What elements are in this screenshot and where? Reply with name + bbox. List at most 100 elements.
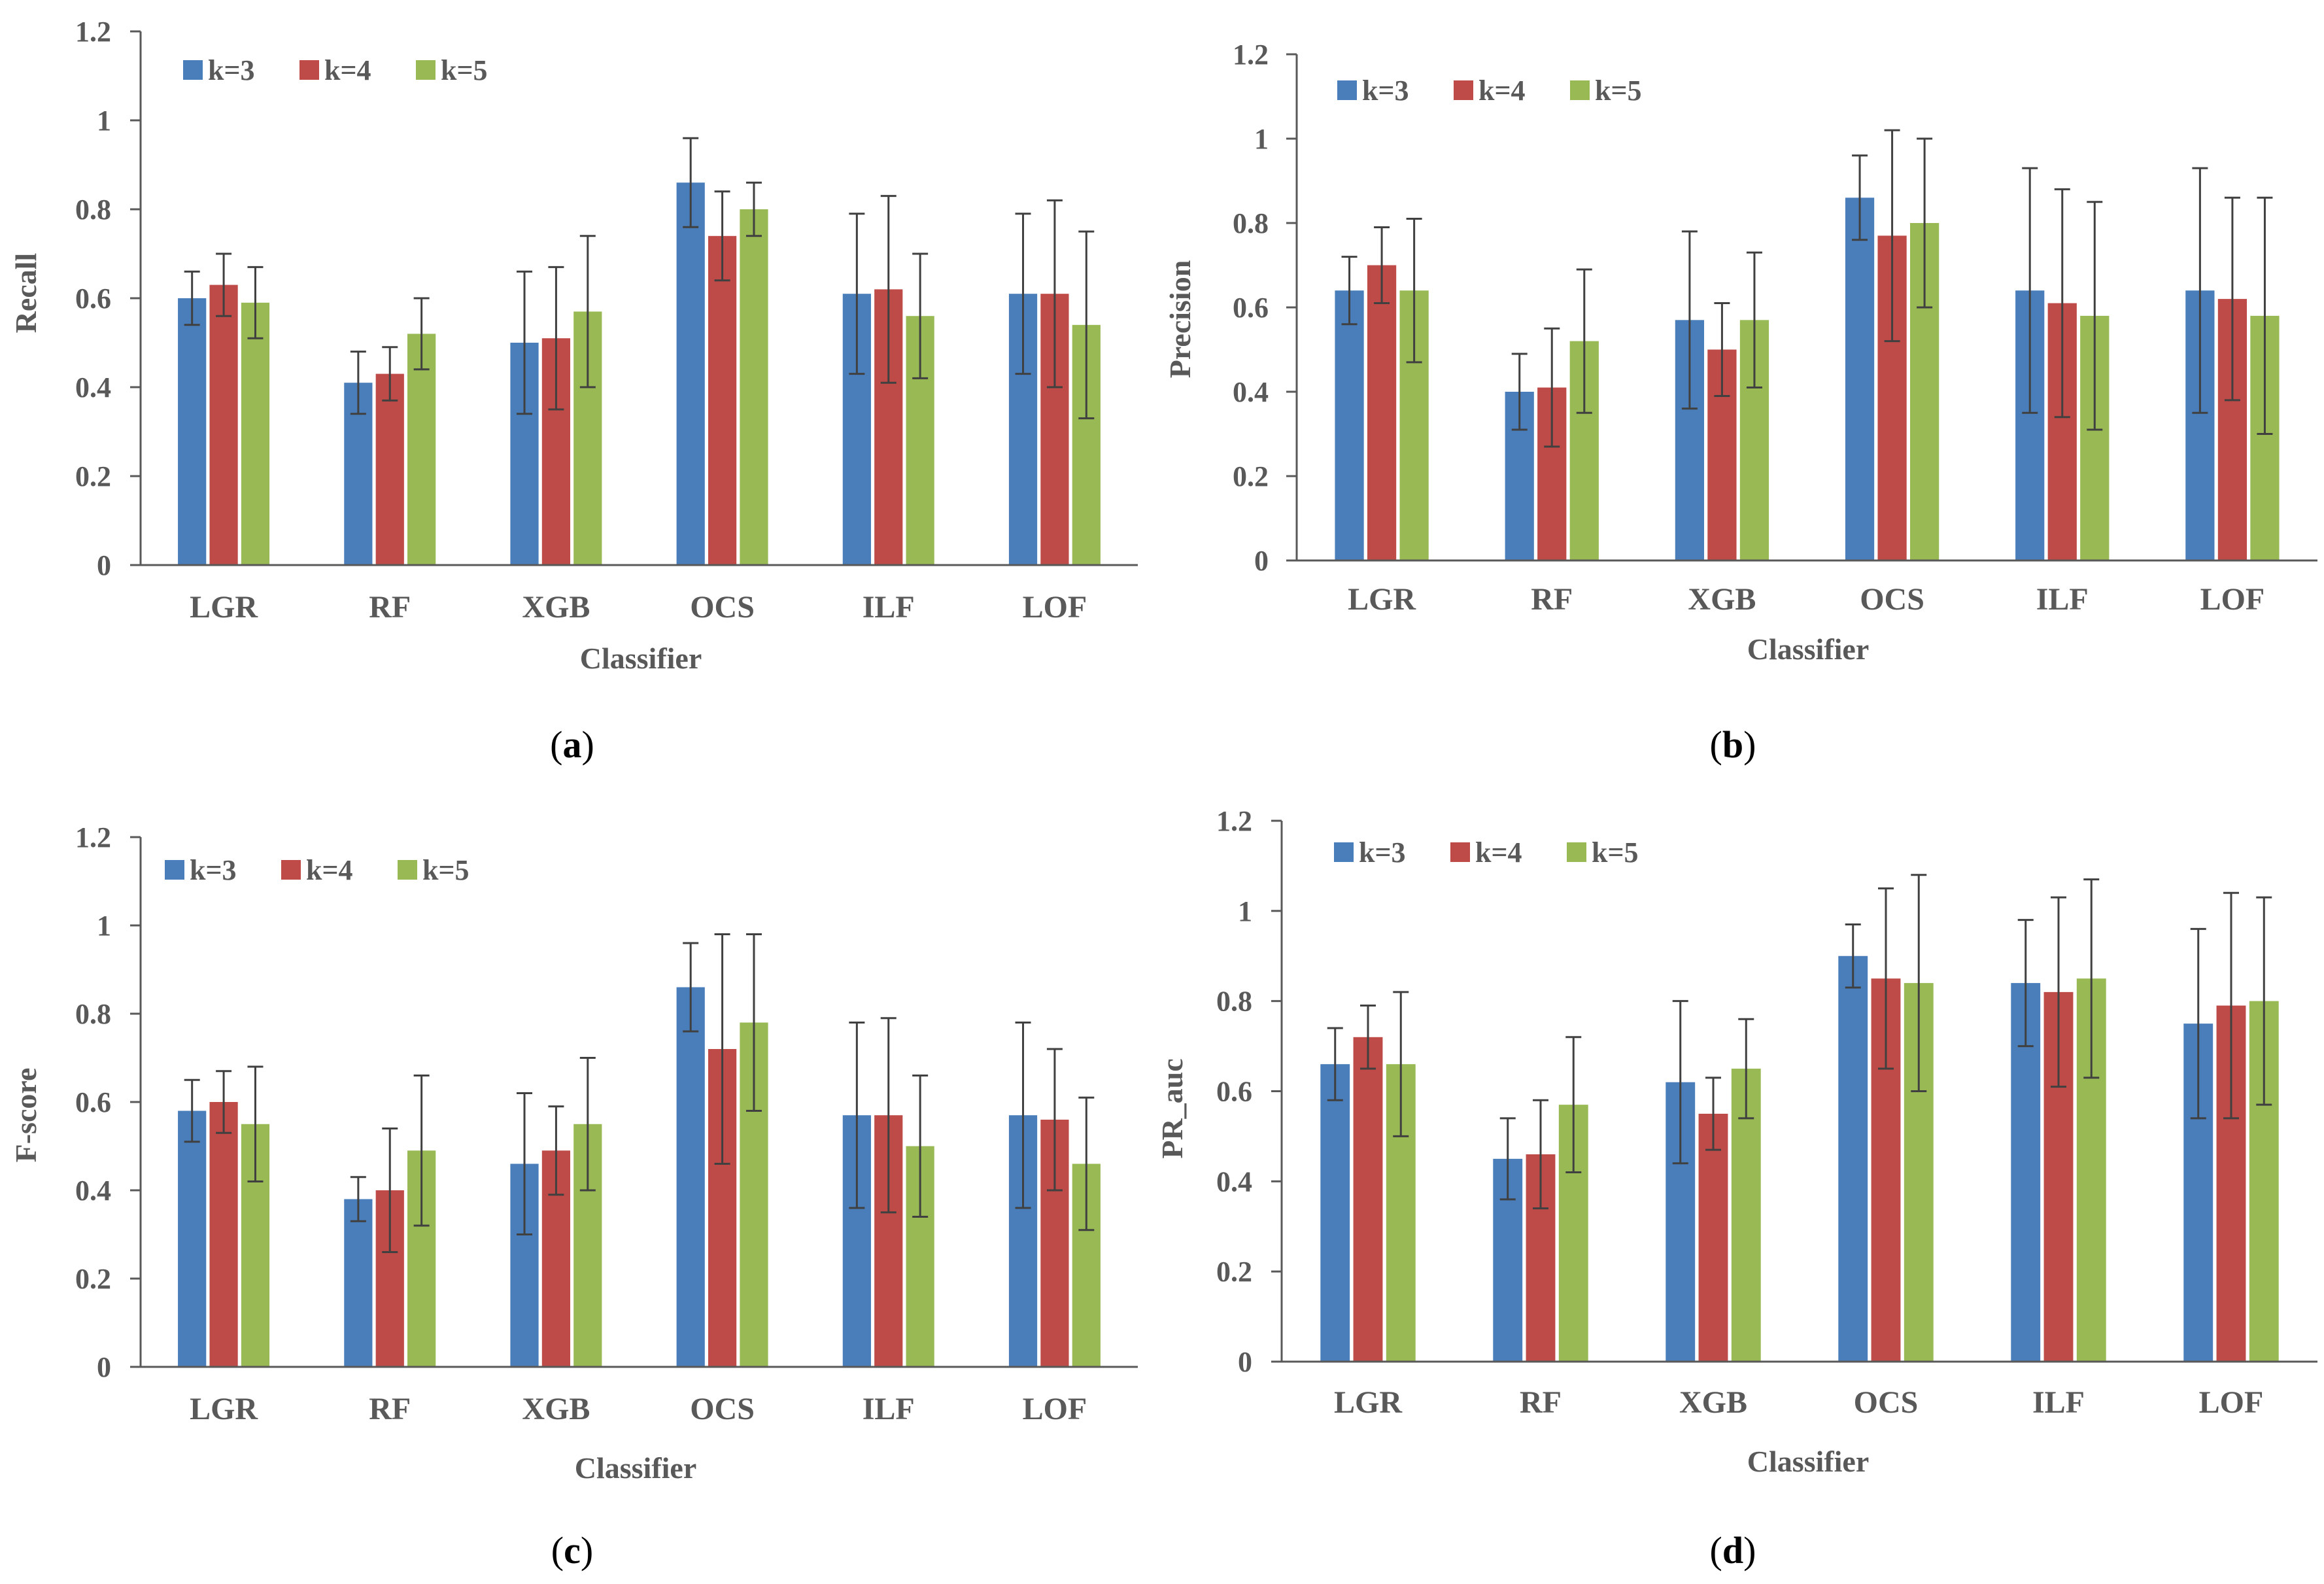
chart-panel-b: Precision Classifier (b) 0 0.2 0.4 0.6 0.8 1 1… [1163, 39, 2317, 766]
legend-swatch-b [1454, 80, 1473, 100]
y-tick-label-d: 0.2 [1216, 1256, 1252, 1288]
x-tick-label-a: LOF [1023, 590, 1087, 625]
y-tick-label-d: 1.2 [1216, 805, 1252, 837]
xlabel-b: Classifier [1747, 632, 1870, 666]
x-tick-label-a: XGB [522, 590, 590, 625]
caption-c: (c) [551, 1529, 593, 1572]
y-tick-label-c: 0 [97, 1351, 111, 1383]
bar-b-LGR-k=3 [1335, 290, 1364, 560]
bar-b-OCS-k=3 [1845, 198, 1875, 560]
x-tick-label-b: ILF [2036, 582, 2089, 617]
chart-panel-a: Recall Classifier (a) 0 0.2 0.4 0.6 0.8 1 1.2 L… [9, 16, 1138, 766]
bar-a-LGR-k=3 [178, 298, 207, 565]
legend-label-c: k=5 [422, 854, 470, 886]
bar-d-OCS-k=3 [1838, 956, 1868, 1362]
x-tick-label-c: LOF [1023, 1392, 1087, 1426]
y-tick-label-b: 0.6 [1233, 292, 1269, 324]
legend-swatch-c [281, 860, 301, 880]
y-tick-label-c: 0.4 [75, 1175, 111, 1207]
bar-a-OCS-k=4 [708, 235, 737, 565]
x-tick-label-c: OCS [690, 1392, 755, 1426]
bar-a-LGR-k=5 [241, 302, 270, 565]
xlabel-d: Classifier [1747, 1445, 1870, 1478]
bar-a-OCS-k=5 [740, 209, 768, 565]
xlabel-a: Classifier [580, 642, 702, 675]
y-tick-label-a: 1.2 [75, 16, 111, 48]
bar-a-OCS-k=3 [676, 182, 705, 565]
x-tick-label-b: LGR [1348, 582, 1416, 617]
xlabel-c: Classifier [575, 1451, 697, 1485]
chart-panel-d: PR_auc Classifier (d) 0 0.2 0.4 0.6 0.8 1 1.2 L… [1155, 805, 2317, 1572]
caption-d: (d) [1710, 1529, 1756, 1572]
legend-swatch-c [165, 860, 184, 880]
x-tick-label-c: LGR [190, 1392, 258, 1426]
bar-c-LGR-k=3 [178, 1111, 207, 1367]
y-tick-label-d: 0.8 [1216, 986, 1252, 1018]
x-tick-label-d: OCS [1854, 1385, 1919, 1420]
x-tick-label-d: RF [1520, 1385, 1562, 1420]
bar-d-LGR-k=3 [1320, 1064, 1350, 1362]
legend-label-a: k=5 [441, 54, 488, 86]
x-tick-label-a: OCS [690, 590, 755, 625]
x-tick-label-a: RF [369, 590, 411, 625]
y-tick-label-c: 1 [97, 910, 111, 942]
x-tick-label-a: LGR [190, 590, 258, 625]
bar-a-RF-k=4 [375, 373, 404, 565]
caption-b: (b) [1710, 723, 1756, 766]
y-tick-label-d: 0.4 [1216, 1165, 1252, 1197]
ylabel-a: Recall [9, 253, 43, 334]
ylabel-c: F-score [9, 1068, 43, 1163]
legend-label-c: k=4 [306, 854, 353, 886]
bar-b-LGR-k=4 [1367, 265, 1397, 560]
x-tick-label-b: XGB [1688, 582, 1756, 617]
x-tick-label-d: LOF [2199, 1385, 2264, 1420]
y-tick-label-b: 0 [1254, 545, 1269, 577]
y-tick-label-c: 1.2 [75, 821, 111, 853]
x-tick-label-c: ILF [863, 1392, 915, 1426]
legend-swatch-a [183, 60, 203, 80]
bar-c-LGR-k=4 [209, 1102, 238, 1367]
ylabel-d: PR_auc [1155, 1058, 1189, 1158]
legend-swatch-b [1570, 80, 1590, 100]
x-tick-label-d: ILF [2032, 1385, 2085, 1420]
chart-panel-c: F-score Classifier (c) 0 0.2 0.4 0.6 0.8 1 1.2… [9, 821, 1138, 1572]
legend-label-a: k=3 [208, 54, 255, 86]
legend-swatch-d [1334, 842, 1354, 862]
x-tick-label-c: XGB [522, 1392, 590, 1426]
legend-label-d: k=5 [1592, 836, 1639, 869]
y-tick-label-b: 1 [1254, 123, 1269, 155]
x-tick-label-d: XGB [1679, 1385, 1747, 1420]
y-tick-label-b: 1.2 [1233, 39, 1269, 71]
y-tick-label-b: 0.4 [1233, 376, 1269, 408]
x-tick-label-c: RF [369, 1392, 411, 1426]
legend-label-a: k=4 [324, 54, 371, 86]
legend-label-b: k=4 [1478, 75, 1526, 107]
y-tick-label-d: 1 [1238, 895, 1252, 927]
y-tick-label-c: 0.8 [75, 998, 111, 1030]
bar-d-LGR-k=4 [1353, 1037, 1383, 1362]
x-tick-label-d: LGR [1334, 1385, 1403, 1420]
y-tick-label-a: 0.4 [75, 371, 111, 404]
x-tick-label-a: ILF [863, 590, 915, 625]
legend-swatch-d [1450, 842, 1470, 862]
y-tick-label-d: 0 [1238, 1346, 1252, 1378]
legend-label-b: k=5 [1595, 75, 1642, 107]
y-tick-label-b: 0.8 [1233, 207, 1269, 239]
legend-swatch-c [398, 860, 417, 880]
legend-label-c: k=3 [190, 854, 237, 886]
y-tick-label-a: 0.6 [75, 283, 111, 315]
legend-label-b: k=3 [1362, 75, 1409, 107]
legend-label-d: k=4 [1475, 836, 1522, 869]
bar-c-RF-k=3 [344, 1199, 373, 1367]
legend-swatch-a [299, 60, 319, 80]
y-tick-label-c: 0.2 [75, 1263, 111, 1295]
legend-swatch-d [1567, 842, 1586, 862]
y-tick-label-b: 0.2 [1233, 460, 1269, 492]
y-tick-label-a: 0.2 [75, 460, 111, 492]
bar-d-XGB-k=4 [1698, 1113, 1728, 1362]
y-tick-label-a: 0 [97, 549, 111, 581]
legend-swatch-a [416, 60, 436, 80]
x-tick-label-b: RF [1531, 582, 1573, 617]
x-tick-label-b: OCS [1860, 582, 1924, 617]
